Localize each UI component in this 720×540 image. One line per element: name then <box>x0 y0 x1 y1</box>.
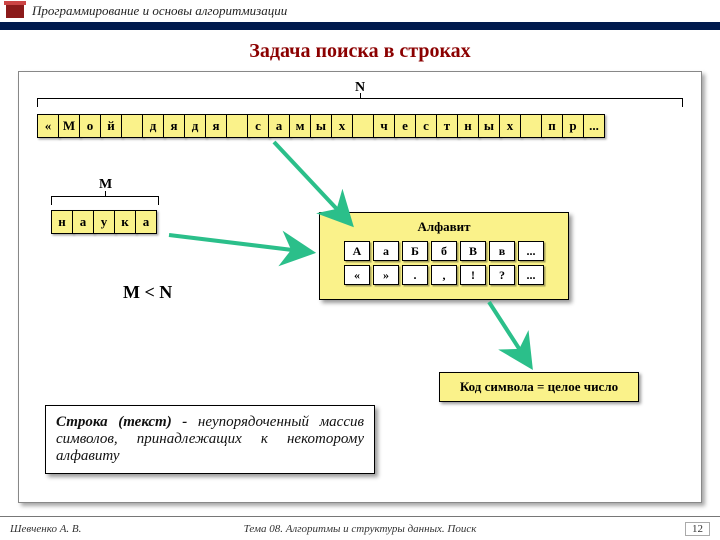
char-cell: а <box>72 210 94 234</box>
alphabet-cell: ? <box>489 265 515 285</box>
relation-m-lt-n: M < N <box>123 282 172 303</box>
alphabet-cell: . <box>402 265 428 285</box>
char-cell: к <box>114 210 136 234</box>
char-cell: х <box>499 114 521 138</box>
footer-topic: Тема 08. Алгоритмы и структуры данных. П… <box>244 523 477 535</box>
char-cell: е <box>394 114 416 138</box>
page-title: Задача поиска в строках <box>0 30 720 71</box>
alphabet-cell: в <box>489 241 515 261</box>
char-cell: н <box>457 114 479 138</box>
char-cell: а <box>135 210 157 234</box>
char-cell: о <box>79 114 101 138</box>
char-cell: х <box>331 114 353 138</box>
bracket-n <box>37 98 683 108</box>
char-cell: · <box>121 114 143 138</box>
alphabet-cell: ! <box>460 265 486 285</box>
char-cell: с <box>247 114 269 138</box>
header-bar: Программирование и основы алгоритмизации <box>0 0 720 30</box>
alphabet-cell: А <box>344 241 370 261</box>
char-cell: я <box>163 114 185 138</box>
alphabet-row: АаБбВв... <box>330 241 558 261</box>
char-cell: « <box>37 114 59 138</box>
alphabet-row: «».,!?... <box>330 265 558 285</box>
char-cell: р <box>562 114 584 138</box>
char-cell: т <box>436 114 458 138</box>
char-cell: · <box>352 114 374 138</box>
char-cell: с <box>415 114 437 138</box>
char-cell: д <box>184 114 206 138</box>
alphabet-title: Алфавит <box>330 219 558 235</box>
char-cell: ы <box>478 114 500 138</box>
footer-author: Шевченко А. В. <box>10 523 81 535</box>
alphabet-cell: Б <box>402 241 428 261</box>
char-cell: а <box>268 114 290 138</box>
alphabet-cell: « <box>344 265 370 285</box>
alphabet-cell: В <box>460 241 486 261</box>
char-cell: м <box>289 114 311 138</box>
logo-icon <box>6 4 24 18</box>
main-canvas: N «Мой·дядя·самых·честных·пр... M наука … <box>18 71 702 503</box>
char-cell: М <box>58 114 80 138</box>
char-cell: у <box>93 210 115 234</box>
header-subject: Программирование и основы алгоритмизации <box>32 3 287 19</box>
alphabet-cell: а <box>373 241 399 261</box>
definition-lead: Строка (текст) - <box>56 414 187 430</box>
definition-box: Строка (текст) - неупорядоченный массив … <box>45 405 375 474</box>
char-cell: п <box>541 114 563 138</box>
alphabet-cell: , <box>431 265 457 285</box>
alphabet-panel: Алфавит АаБбВв... «».,!?... <box>319 212 569 300</box>
alphabet-cell: ... <box>518 265 544 285</box>
char-cell: · <box>226 114 248 138</box>
string-m: наука <box>51 210 156 234</box>
char-cell: ... <box>583 114 605 138</box>
char-cell: й <box>100 114 122 138</box>
char-cell: д <box>142 114 164 138</box>
alphabet-cell: » <box>373 265 399 285</box>
char-cell: ы <box>310 114 332 138</box>
code-box: Код символа = целое число <box>439 372 639 402</box>
char-cell: ч <box>373 114 395 138</box>
char-cell: н <box>51 210 73 234</box>
footer: Шевченко А. В. Тема 08. Алгоритмы и стру… <box>0 516 720 540</box>
char-cell: я <box>205 114 227 138</box>
footer-page: 12 <box>685 522 710 536</box>
string-n: «Мой·дядя·самых·честных·пр... <box>37 114 683 138</box>
alphabet-cell: ... <box>518 241 544 261</box>
alphabet-cell: б <box>431 241 457 261</box>
bracket-m <box>51 196 159 206</box>
char-cell: · <box>520 114 542 138</box>
